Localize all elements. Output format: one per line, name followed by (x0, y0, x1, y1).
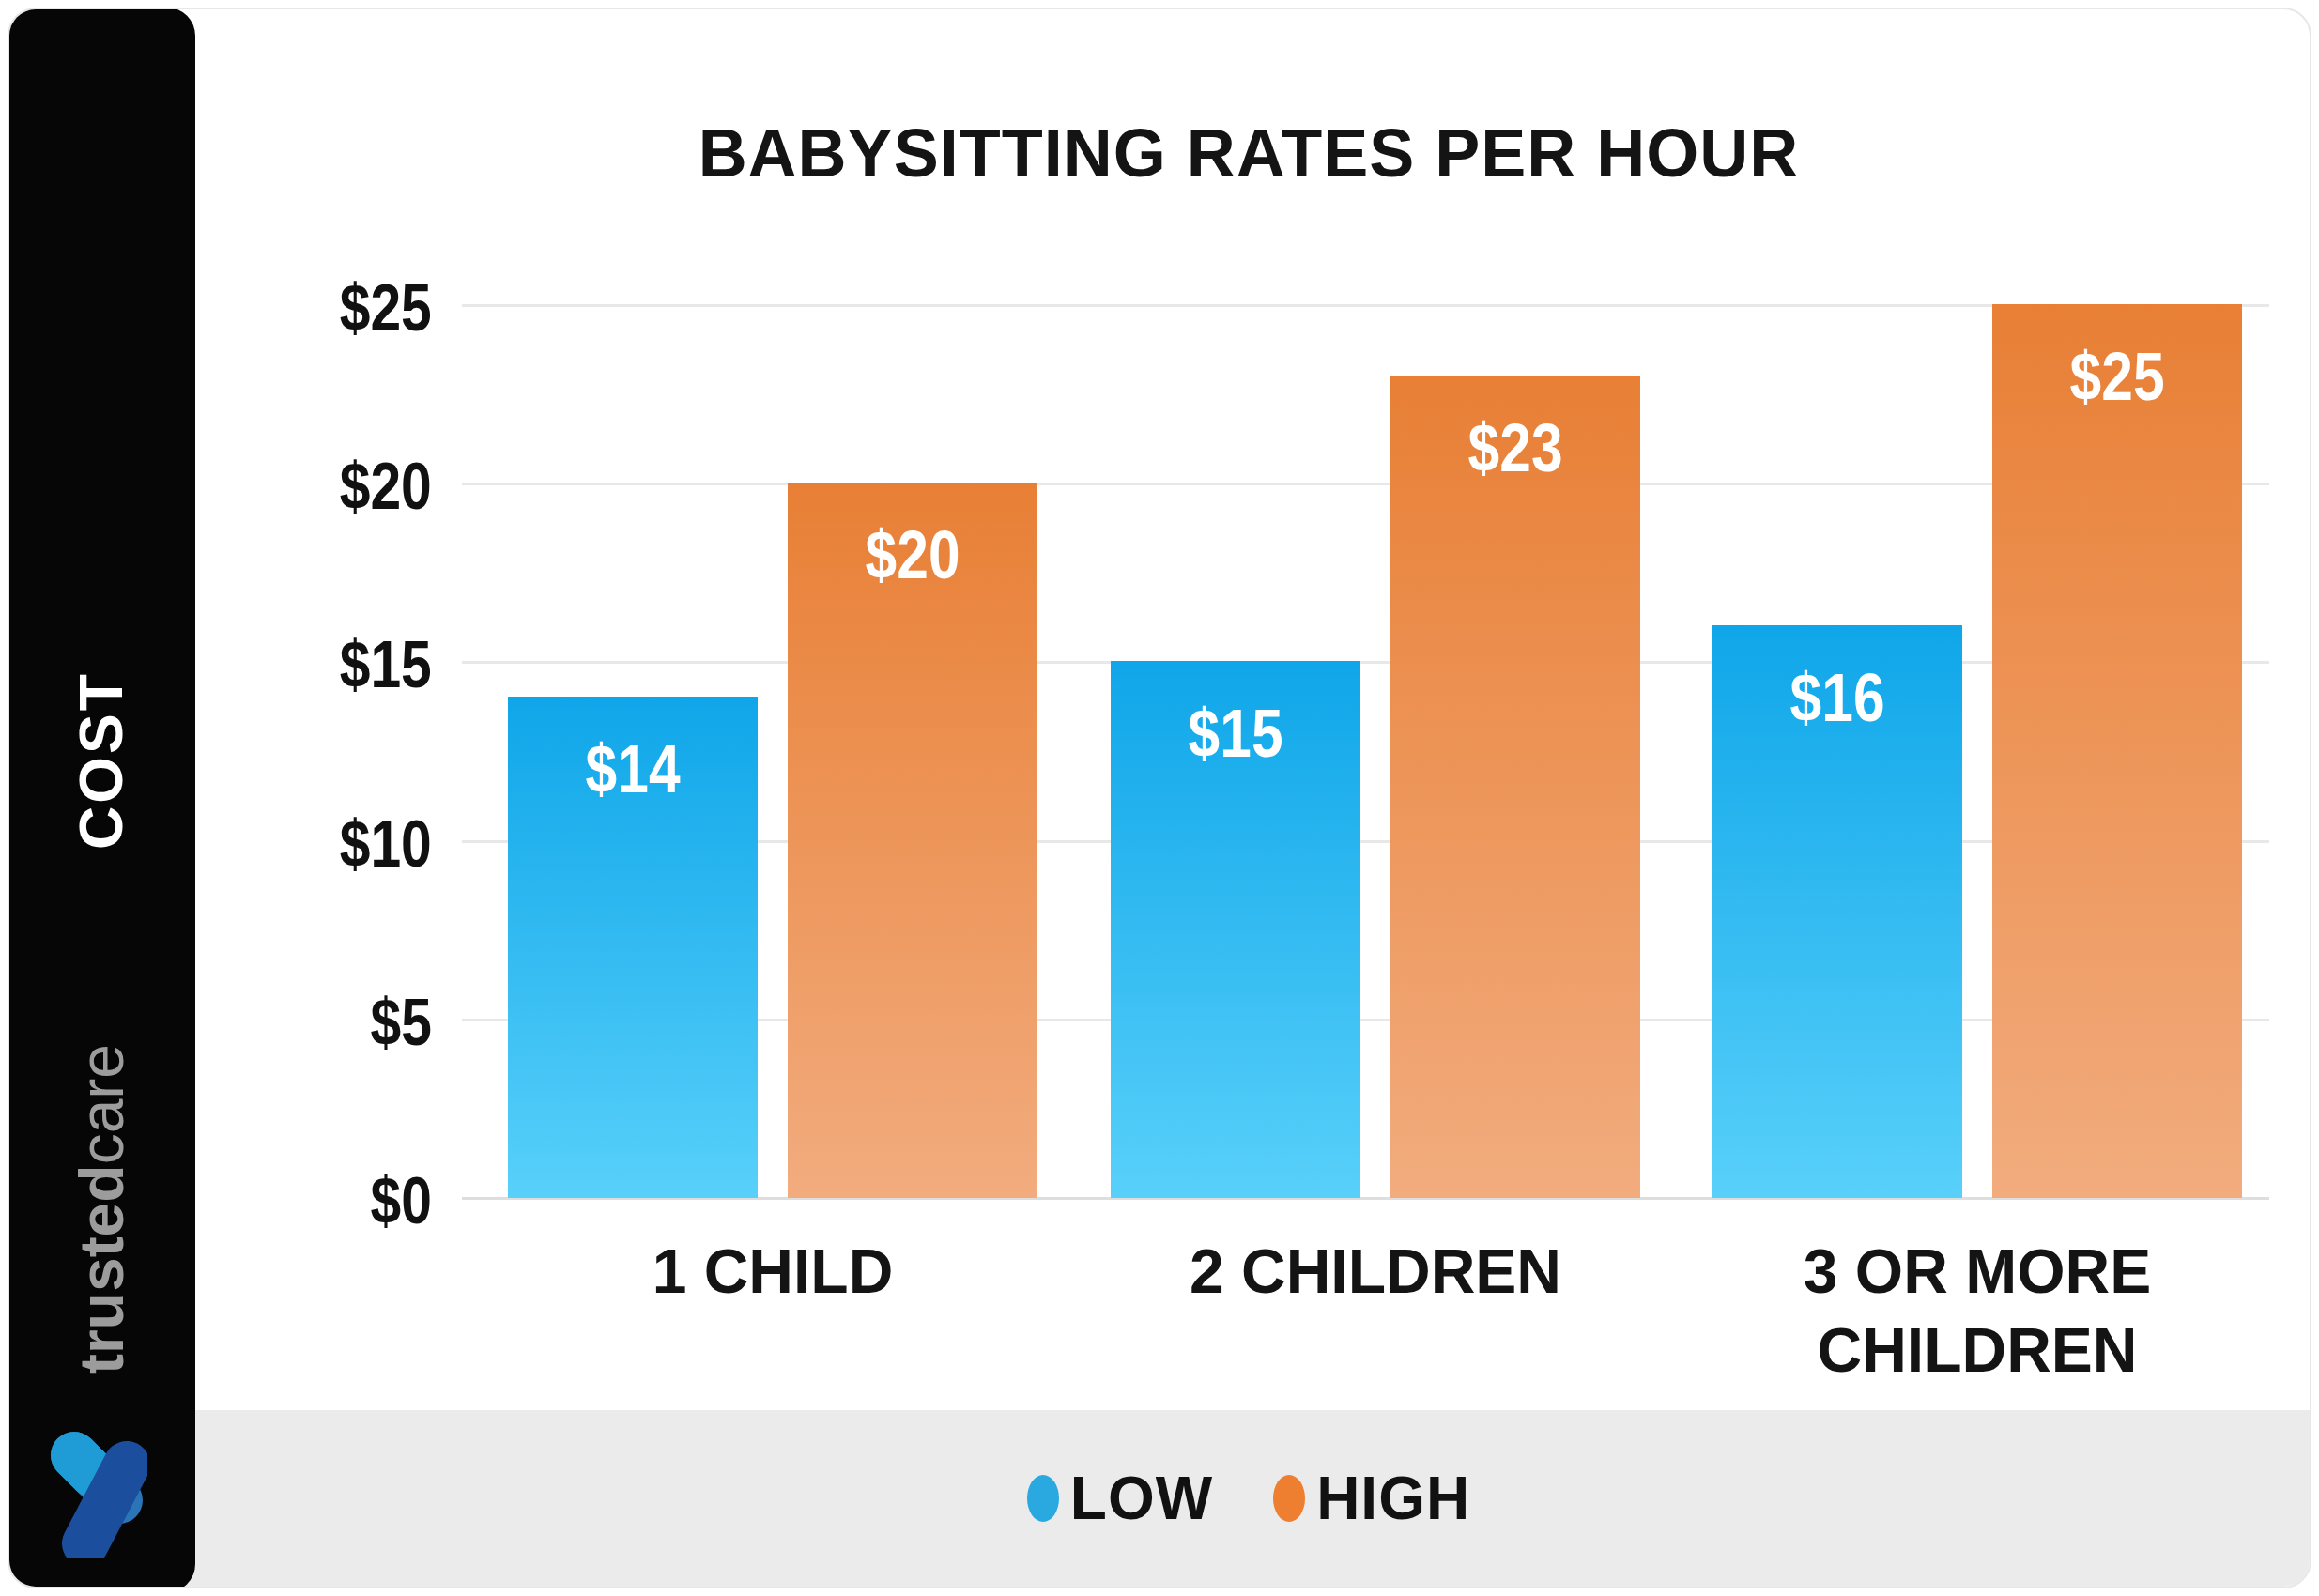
legend-label: LOW (1070, 1464, 1213, 1533)
chart-card: BABYSITTING RATES PER HOUR $25 $20 $15 $10 $… (8, 8, 2311, 1588)
y-tick-label: $25 (235, 270, 432, 345)
brand-wordmark-trusted: trusted (67, 1164, 136, 1374)
legend: LOW HIGH (188, 1410, 2310, 1587)
brand-wordmark: trustedcare (66, 1044, 137, 1374)
x-axis-category-label: 2 CHILDREN (1113, 1232, 1638, 1311)
x-axis-category-label: 1 CHILD (510, 1232, 1036, 1311)
bar-value-label: $25 (1992, 338, 2242, 415)
y-tick-label: $15 (235, 627, 432, 702)
bar-low-2: $15 (1111, 661, 1360, 1198)
legend-item-low: LOW (1027, 1464, 1213, 1533)
chart-title: BABYSITTING RATES PER HOUR (188, 115, 2310, 192)
bar-value-label: $23 (1390, 409, 1640, 486)
legend-dot-low-icon (1027, 1475, 1059, 1522)
legend-band: LOW HIGH (9, 1410, 2310, 1587)
brand-heart-icon (50, 1427, 147, 1558)
bar-high-3: $25 (1992, 304, 2242, 1198)
legend-label: HIGH (1316, 1464, 1470, 1533)
bar-high-2: $23 (1390, 376, 1640, 1198)
legend-item-high: HIGH (1273, 1464, 1470, 1533)
bar-low-1: $14 (508, 697, 758, 1198)
sidebar: COST trustedcare (8, 8, 195, 1588)
y-tick-label: $10 (235, 806, 432, 882)
infographic-canvas: BABYSITTING RATES PER HOUR $25 $20 $15 $10 $… (0, 0, 2319, 1596)
bar-value-label: $14 (508, 730, 758, 807)
brand-wordmark-wrap: trustedcare (8, 965, 195, 1453)
bar-value-label: $16 (1712, 659, 1962, 736)
y-tick-label: $20 (235, 449, 432, 524)
y-axis-title: COST (67, 671, 136, 850)
legend-dot-high-icon (1273, 1475, 1305, 1522)
bar-low-3: $16 (1712, 625, 1962, 1198)
x-axis-category-label: 3 OR MORE CHILDREN (1714, 1232, 2240, 1390)
bar-value-label: $20 (788, 516, 1037, 593)
y-axis-title-wrap: COST (8, 663, 195, 858)
bar-value-label: $15 (1111, 695, 1360, 772)
bar-high-1: $20 (788, 483, 1037, 1198)
y-tick-label: $0 (235, 1163, 432, 1238)
y-tick-label: $5 (235, 985, 432, 1060)
brand-wordmark-care: care (67, 1044, 136, 1164)
